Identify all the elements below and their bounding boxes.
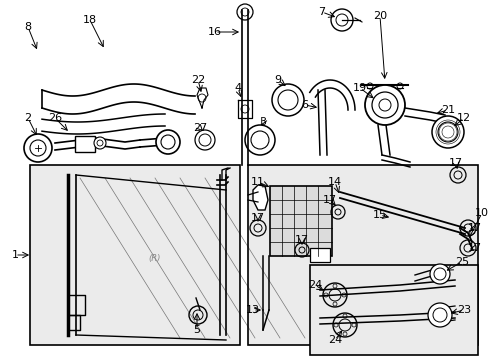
Text: 20: 20 [372, 11, 386, 21]
Text: 6: 6 [301, 100, 308, 110]
Circle shape [429, 264, 449, 284]
Text: 26: 26 [48, 113, 62, 123]
Text: 25: 25 [454, 257, 468, 267]
Text: 17: 17 [467, 223, 481, 233]
Text: 13: 13 [245, 305, 260, 315]
Circle shape [427, 303, 451, 327]
Text: 7: 7 [318, 7, 325, 17]
Text: 17: 17 [467, 243, 481, 253]
Text: (R): (R) [148, 253, 161, 262]
Text: 27: 27 [192, 123, 207, 133]
Circle shape [431, 116, 463, 148]
Bar [247, 165, 477, 345]
Text: 16: 16 [207, 27, 222, 37]
Text: 10: 10 [474, 208, 488, 218]
Text: 9: 9 [274, 75, 281, 85]
Bar [75, 136, 95, 152]
Text: 21: 21 [440, 105, 454, 115]
Text: 15: 15 [372, 210, 386, 220]
Text: 23: 23 [456, 305, 470, 315]
Bar [309, 265, 477, 355]
Circle shape [364, 85, 404, 125]
Polygon shape [252, 185, 267, 210]
Text: 19: 19 [352, 83, 366, 93]
Text: 14: 14 [327, 177, 342, 187]
Text: 17: 17 [448, 158, 462, 168]
Text: 5: 5 [193, 325, 200, 335]
Text: 11: 11 [250, 177, 264, 187]
Circle shape [156, 130, 180, 154]
Bar [30, 165, 240, 345]
Text: 12: 12 [456, 113, 470, 123]
Text: 17: 17 [250, 213, 264, 223]
Text: 24: 24 [327, 335, 342, 345]
Text: 17: 17 [294, 235, 308, 245]
Text: 3: 3 [259, 117, 266, 127]
Bar [309, 248, 329, 262]
Text: 2: 2 [24, 113, 32, 123]
Text: 8: 8 [24, 22, 32, 32]
Text: 4: 4 [234, 83, 241, 93]
Text: 22: 22 [190, 75, 204, 85]
Text: 1: 1 [12, 250, 19, 260]
Text: 24: 24 [307, 280, 322, 290]
Circle shape [94, 137, 106, 149]
Bar [269, 186, 331, 256]
Text: 18: 18 [83, 15, 97, 25]
Text: 17: 17 [322, 195, 336, 205]
